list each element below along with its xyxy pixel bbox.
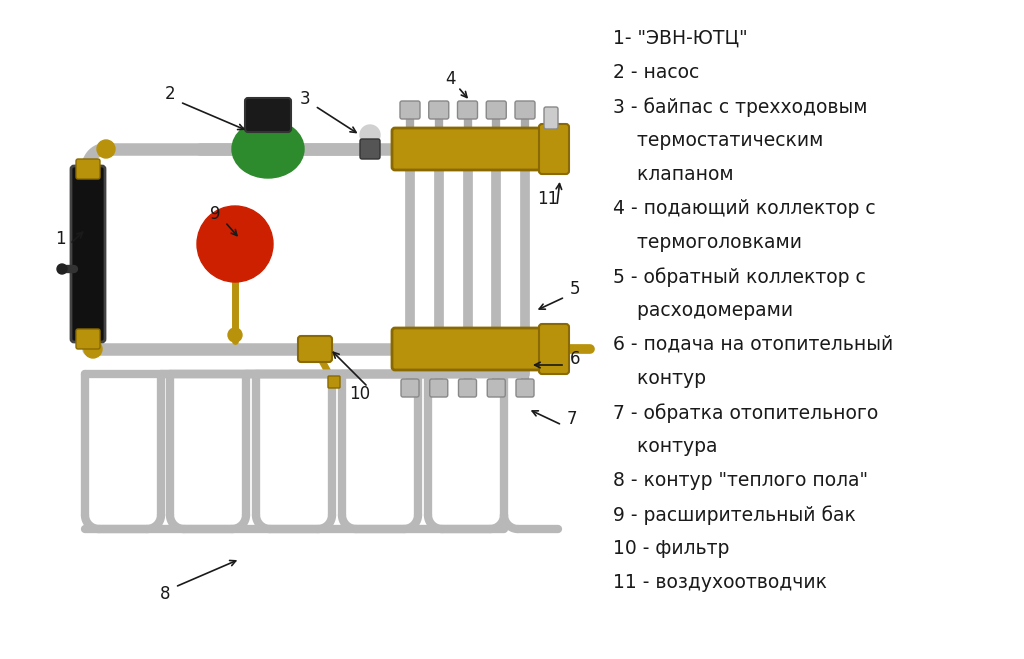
Text: 1: 1 [54, 230, 66, 248]
Text: 1- "ЭВН-ЮТЦ": 1- "ЭВН-ЮТЦ" [613, 29, 748, 48]
Text: 4: 4 [444, 70, 456, 88]
Circle shape [57, 264, 67, 274]
FancyBboxPatch shape [516, 379, 534, 397]
Circle shape [97, 140, 115, 158]
Text: 7 - обратка отопительного: 7 - обратка отопительного [613, 403, 879, 422]
Text: 9 - расширительный бак: 9 - расширительный бак [613, 505, 856, 525]
Text: 10: 10 [349, 385, 371, 403]
Text: контур: контур [613, 369, 706, 388]
FancyBboxPatch shape [298, 336, 332, 362]
Text: 8: 8 [160, 585, 170, 603]
FancyBboxPatch shape [76, 159, 100, 179]
Text: 11 - воздухоотводчик: 11 - воздухоотводчик [613, 573, 827, 592]
Text: 2 - насос: 2 - насос [613, 63, 699, 82]
Circle shape [84, 340, 102, 358]
FancyBboxPatch shape [487, 379, 505, 397]
FancyBboxPatch shape [328, 376, 340, 388]
Text: расходомерами: расходомерами [613, 301, 794, 320]
FancyBboxPatch shape [392, 128, 543, 170]
FancyBboxPatch shape [392, 328, 543, 370]
FancyBboxPatch shape [539, 324, 569, 374]
Text: 3: 3 [300, 90, 310, 108]
FancyBboxPatch shape [486, 101, 506, 119]
FancyBboxPatch shape [544, 107, 558, 129]
Text: 9: 9 [210, 205, 220, 223]
Text: 11: 11 [538, 190, 559, 208]
Text: 10 - фильтр: 10 - фильтр [613, 539, 729, 558]
Text: клапаном: клапаном [613, 165, 733, 184]
FancyBboxPatch shape [245, 98, 291, 132]
Text: 6 - подача на отопительный: 6 - подача на отопительный [613, 335, 893, 354]
Ellipse shape [232, 120, 304, 178]
FancyBboxPatch shape [401, 379, 419, 397]
FancyBboxPatch shape [429, 101, 449, 119]
FancyBboxPatch shape [459, 379, 476, 397]
FancyBboxPatch shape [71, 166, 105, 342]
Text: 8 - контур "теплого пола": 8 - контур "теплого пола" [613, 471, 868, 490]
FancyBboxPatch shape [360, 139, 380, 159]
Text: 4 - подающий коллектор с: 4 - подающий коллектор с [613, 199, 876, 218]
Text: термоголовками: термоголовками [613, 233, 802, 252]
Text: термостатическим: термостатическим [613, 131, 823, 150]
Text: 2: 2 [165, 85, 175, 103]
Circle shape [360, 125, 380, 145]
FancyBboxPatch shape [76, 329, 100, 349]
Text: 6: 6 [569, 350, 581, 368]
Text: 7: 7 [566, 410, 578, 428]
FancyBboxPatch shape [458, 101, 477, 119]
FancyBboxPatch shape [539, 124, 569, 174]
Text: 5: 5 [569, 280, 581, 298]
Circle shape [197, 206, 273, 282]
Text: 5 - обратный коллектор с: 5 - обратный коллектор с [613, 267, 865, 287]
Circle shape [228, 328, 242, 342]
FancyBboxPatch shape [400, 101, 420, 119]
Text: 3 - байпас с трехходовым: 3 - байпас с трехходовым [613, 97, 867, 117]
FancyBboxPatch shape [430, 379, 447, 397]
FancyBboxPatch shape [515, 101, 535, 119]
Text: контура: контура [613, 437, 718, 456]
